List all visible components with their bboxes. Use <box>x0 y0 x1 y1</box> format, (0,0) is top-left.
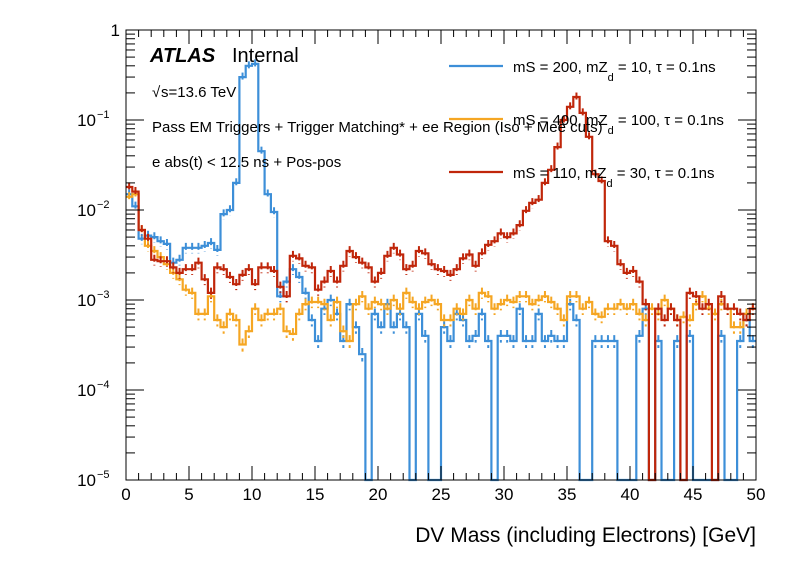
energy-sqrt: √ <box>152 84 161 101</box>
y-tick-label: 10 <box>77 111 96 130</box>
legend-entry: mS = 400, mZd = 100, τ = 0.1ns <box>449 112 724 137</box>
legend: mS = 200, mZd = 10, τ = 0.1ns mS = 400, m… <box>449 59 724 190</box>
x-tick-label: 15 <box>306 485 325 504</box>
x-tick-label: 5 <box>184 485 193 504</box>
atlas-label: ATLAS <box>149 45 216 67</box>
x-tick-label: 25 <box>432 485 451 504</box>
x-axis: 0 5 10 15 20 25 30 35 40 45 50 <box>121 30 765 504</box>
x-tick-label: 35 <box>558 485 577 504</box>
y-tick-label-exponent: −3 <box>97 289 110 301</box>
histogram-step-line <box>126 95 756 482</box>
legend-entry: mS = 110, mZd = 30, τ = 0.1ns <box>449 165 714 190</box>
x-tick-label: 20 <box>369 485 388 504</box>
x-tick-label: 10 <box>243 485 262 504</box>
y-tick-label: 10 <box>77 471 96 490</box>
y-tick-label: 1 <box>111 21 120 40</box>
y-tick-label: 10 <box>77 291 96 310</box>
y-tick-label-exponent: −2 <box>97 199 110 211</box>
y-tick-label: 10 <box>77 381 96 400</box>
y-tick-label-exponent: −4 <box>97 379 110 391</box>
series-layer <box>126 59 756 482</box>
y-tick-label-exponent: −1 <box>97 109 110 121</box>
x-tick-label: 0 <box>121 485 130 504</box>
energy-label: s=13.6 TeV <box>161 84 236 101</box>
legend-label: mS = 200, mZd = 10, τ = 0.1ns <box>513 59 716 84</box>
x-tick-label: 40 <box>621 485 640 504</box>
legend-label: mS = 110, mZd = 30, τ = 0.1ns <box>513 165 714 190</box>
x-axis-title: DV Mass (including Electrons) [GeV] <box>415 524 756 547</box>
x-tick-label: 30 <box>495 485 514 504</box>
y-tick-label-exponent: −5 <box>97 469 110 481</box>
y-axis: 10 −510 −410 −310 −210 −11 <box>77 21 756 490</box>
legend-entry: mS = 200, mZd = 10, τ = 0.1ns <box>449 59 716 84</box>
x-tick-label: 50 <box>747 485 766 504</box>
series-3 <box>126 92 756 482</box>
atlas-status: Internal <box>232 45 299 67</box>
selection-label-1: Pass EM Triggers + Trigger Matching* + e… <box>152 119 603 136</box>
x-tick-label: 45 <box>684 485 703 504</box>
selection-label-2: e abs(t) < 12.5 ns + Pos-pos <box>152 154 341 171</box>
y-tick-label: 10 <box>77 201 96 220</box>
legend-label: mS = 400, mZd = 100, τ = 0.1ns <box>513 112 724 137</box>
